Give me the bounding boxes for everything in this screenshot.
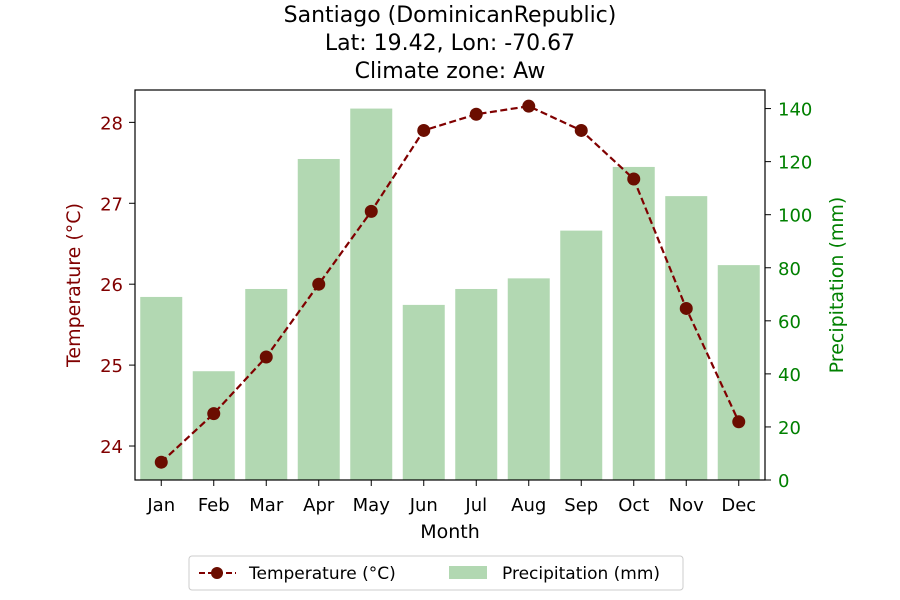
- precipitation-tick-label: 40: [778, 365, 801, 386]
- x-tick-label: Dec: [721, 495, 756, 516]
- x-tick-label: Jan: [146, 495, 175, 516]
- temperature-point-jan: [154, 455, 168, 469]
- precipitation-bar-jul: [455, 288, 498, 480]
- precipitation-bar-jun: [402, 304, 445, 480]
- x-axis-label: Month: [420, 521, 480, 543]
- precipitation-tick-label: 140: [778, 100, 812, 121]
- legend-temperature-label: Temperature (°C): [248, 564, 396, 584]
- x-tick-label: Oct: [618, 495, 649, 516]
- temperature-point-sep: [574, 123, 588, 137]
- precipitation-bar-aug: [507, 278, 550, 480]
- precipitation-tick-label: 0: [778, 471, 789, 492]
- precipitation-tick-label: 20: [778, 418, 801, 439]
- precipitation-bar-mar: [245, 288, 288, 480]
- temperature-tick-label: 27: [100, 194, 123, 215]
- plot-frame: [134, 89, 766, 481]
- temperature-point-jun: [417, 123, 431, 137]
- temperature-axis: 24 25 26 27 28: [100, 113, 135, 458]
- x-tick-label: May: [353, 495, 391, 516]
- temperature-tick-label: 25: [100, 356, 123, 377]
- x-tick-label: Sep: [564, 495, 598, 516]
- x-tick-label: Aug: [511, 495, 546, 516]
- title-line-1: Santiago (DominicanRepublic): [284, 3, 617, 28]
- chart-title: Santiago (DominicanRepublic) Lat: 19.42,…: [284, 3, 617, 84]
- temperature-point-nov: [679, 301, 693, 315]
- legend-precipitation-swatch: [449, 566, 487, 579]
- precipitation-axis-label: Precipitation (mm): [826, 197, 848, 374]
- title-line-2: Lat: 19.42, Lon: -70.67: [325, 31, 575, 56]
- temperature-tick-label: 26: [100, 275, 123, 296]
- precipitation-axis: 0 20 40 60 80 100 120 140: [765, 100, 812, 492]
- temperature-point-aug: [522, 99, 536, 113]
- precipitation-bar-apr: [297, 158, 340, 480]
- title-line-3: Climate zone: Aw: [355, 59, 546, 84]
- legend-frame: [188, 555, 684, 591]
- precipitation-tick-label: 80: [778, 259, 801, 280]
- temperature-tick-label: 28: [100, 113, 123, 134]
- precipitation-bar-dec: [717, 265, 760, 480]
- precipitation-tick-label: 60: [778, 312, 801, 333]
- legend-temperature-marker: [211, 567, 223, 579]
- temperature-point-oct: [627, 172, 641, 186]
- temperature-point-may: [364, 204, 378, 218]
- precipitation-tick-label: 120: [778, 153, 812, 174]
- precipitation-bars: [140, 108, 760, 481]
- precipitation-bar-feb: [192, 371, 235, 480]
- x-tick-label: Feb: [198, 495, 230, 516]
- precipitation-bar-jan: [140, 296, 183, 480]
- x-axis: Jan Feb Mar Apr May Jun Jul Aug Sep Oct Nov Dec: [146, 480, 756, 516]
- temperature-point-mar: [259, 350, 273, 364]
- temperature-point-apr: [312, 277, 326, 291]
- temperature-series: [154, 99, 746, 469]
- x-tick-label: Apr: [303, 495, 335, 516]
- temperature-tick-label: 24: [100, 437, 123, 458]
- temperature-axis-label: Temperature (°C): [63, 203, 85, 368]
- temperature-point-feb: [207, 407, 221, 421]
- temperature-point-jul: [469, 107, 483, 121]
- precipitation-tick-label: 100: [778, 206, 812, 227]
- precipitation-bar-may: [350, 108, 393, 481]
- precipitation-bar-sep: [560, 230, 603, 480]
- precipitation-bar-oct: [612, 166, 655, 480]
- temperature-line: [160, 105, 740, 464]
- x-tick-label: Mar: [249, 495, 284, 516]
- x-tick-label: Nov: [669, 495, 704, 516]
- temperature-point-dec: [732, 415, 746, 429]
- x-tick-label: Jun: [409, 495, 438, 516]
- legend-precipitation-label: Precipitation (mm): [502, 564, 660, 584]
- legend: Temperature (°C) Precipitation (mm): [188, 555, 684, 591]
- x-tick-label: Jul: [464, 495, 487, 516]
